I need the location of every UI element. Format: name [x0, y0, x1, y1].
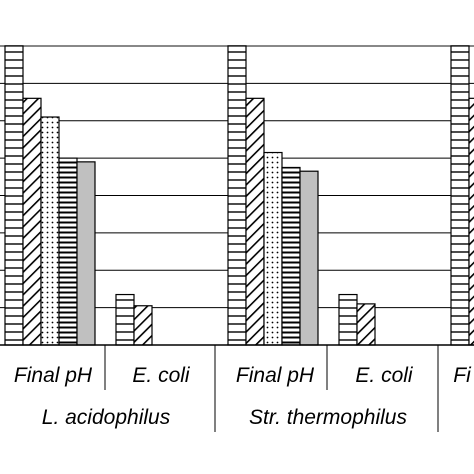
bar — [356, 303, 376, 346]
x-tick-label: Fi — [453, 364, 472, 387]
bar — [133, 305, 153, 346]
x-tick-label: Final pH — [236, 364, 315, 387]
axis-labels: Final pH E. coli L. acidophilus Final pH E. … — [14, 364, 472, 429]
bar — [263, 151, 283, 346]
x-axis — [0, 344, 474, 432]
group-label: Str. thermophilus — [249, 406, 407, 429]
bar — [468, 97, 474, 346]
bar — [76, 161, 96, 346]
bar — [450, 45, 470, 346]
bar — [299, 170, 319, 346]
bar — [245, 97, 265, 346]
x-tick-label: E. coli — [355, 364, 414, 387]
bar — [40, 116, 60, 346]
bar — [338, 293, 358, 346]
bar — [4, 45, 24, 346]
group-label: L. acidophilus — [42, 406, 171, 429]
x-tick-label: E. coli — [132, 364, 191, 387]
bar — [58, 157, 78, 346]
bar — [115, 293, 135, 346]
bar — [227, 45, 247, 346]
x-tick-label: Final pH — [14, 364, 93, 387]
bar — [281, 166, 301, 346]
bar — [22, 97, 42, 346]
